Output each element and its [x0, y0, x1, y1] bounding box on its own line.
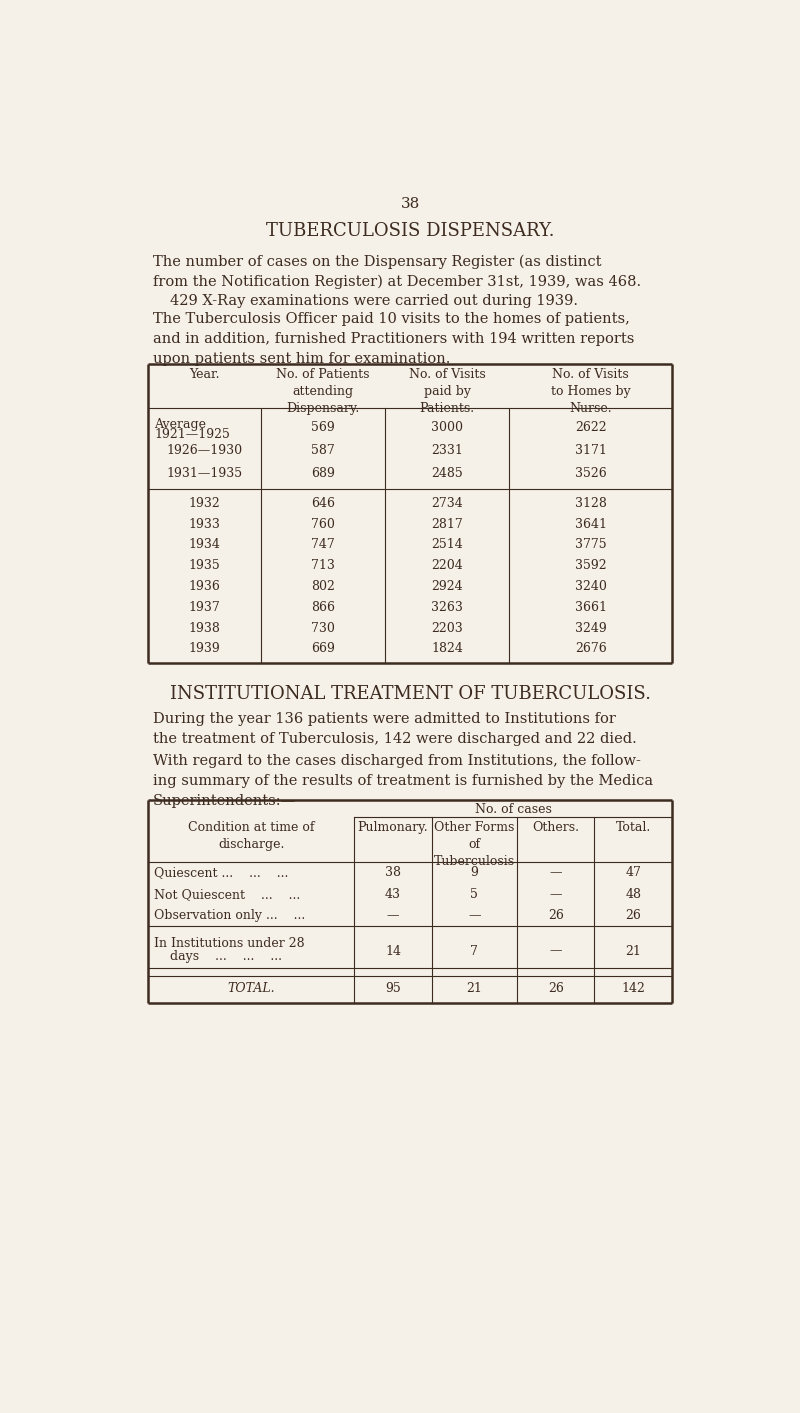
- Text: 646: 646: [311, 497, 335, 510]
- Text: 689: 689: [311, 468, 335, 480]
- Text: 3641: 3641: [574, 517, 606, 531]
- Text: 2204: 2204: [431, 560, 463, 572]
- Text: 1933: 1933: [189, 517, 221, 531]
- Text: 587: 587: [311, 444, 335, 458]
- Text: 2676: 2676: [574, 643, 606, 656]
- Text: —: —: [468, 909, 481, 923]
- Text: No. of cases: No. of cases: [474, 803, 551, 817]
- Text: 43: 43: [385, 887, 401, 900]
- Text: No. of Patients
attending
Dispensary.: No. of Patients attending Dispensary.: [277, 369, 370, 415]
- Text: 1931—1935: 1931—1935: [166, 468, 242, 480]
- Text: Observation only ...    ...: Observation only ... ...: [154, 909, 306, 923]
- Text: Total.: Total.: [615, 821, 651, 834]
- Text: 2734: 2734: [431, 497, 463, 510]
- Text: 2817: 2817: [431, 517, 463, 531]
- Text: 142: 142: [622, 982, 645, 995]
- Text: 3249: 3249: [574, 622, 606, 634]
- Text: 2203: 2203: [431, 622, 463, 634]
- Text: —: —: [550, 866, 562, 879]
- Text: Other Forms
of
Tuberculosis: Other Forms of Tuberculosis: [434, 821, 515, 868]
- Text: Condition at time of
discharge.: Condition at time of discharge.: [188, 821, 314, 851]
- Text: 760: 760: [311, 517, 335, 531]
- Text: —: —: [550, 887, 562, 900]
- Text: 26: 26: [548, 909, 564, 923]
- Text: 47: 47: [626, 866, 641, 879]
- Text: days    ...    ...    ...: days ... ... ...: [170, 950, 282, 962]
- Text: In Institutions under 28: In Institutions under 28: [154, 937, 305, 951]
- Text: 26: 26: [548, 982, 564, 995]
- Text: 3000: 3000: [431, 421, 463, 434]
- Text: 14: 14: [385, 945, 401, 958]
- Text: 2485: 2485: [431, 468, 463, 480]
- Text: 3526: 3526: [574, 468, 606, 480]
- Text: 95: 95: [385, 982, 401, 995]
- Text: Not Quiescent    ...    ...: Not Quiescent ... ...: [154, 887, 301, 900]
- Text: 3661: 3661: [574, 601, 606, 613]
- Text: 713: 713: [311, 560, 335, 572]
- Text: With regard to the cases discharged from Institutions, the follow-
ing summary o: With regard to the cases discharged from…: [153, 755, 653, 808]
- Text: 3171: 3171: [574, 444, 606, 458]
- Text: 1926—1930: 1926—1930: [166, 444, 242, 458]
- Text: Year.: Year.: [190, 369, 220, 382]
- Text: 3592: 3592: [574, 560, 606, 572]
- Text: 569: 569: [311, 421, 335, 434]
- Text: 1824: 1824: [431, 643, 463, 656]
- Text: INSTITUTIONAL TREATMENT OF TUBERCULOSIS.: INSTITUTIONAL TREATMENT OF TUBERCULOSIS.: [170, 685, 650, 702]
- Text: 1921—1925: 1921—1925: [154, 428, 230, 441]
- Text: 1934: 1934: [189, 538, 221, 551]
- Text: Others.: Others.: [532, 821, 579, 834]
- Text: 747: 747: [311, 538, 335, 551]
- Text: 1935: 1935: [189, 560, 221, 572]
- Text: 9: 9: [470, 866, 478, 879]
- Text: 3128: 3128: [574, 497, 606, 510]
- Text: 1937: 1937: [189, 601, 221, 613]
- Text: 3263: 3263: [431, 601, 463, 613]
- Text: 1936: 1936: [189, 579, 221, 593]
- Text: 3240: 3240: [574, 579, 606, 593]
- Text: 730: 730: [311, 622, 335, 634]
- Text: The Tuberculosis Officer paid 10 visits to the homes of patients,
and in additio: The Tuberculosis Officer paid 10 visits …: [153, 312, 634, 366]
- Text: No. of Visits
paid by
Patients.: No. of Visits paid by Patients.: [409, 369, 486, 415]
- Text: 1932: 1932: [189, 497, 221, 510]
- Text: 21: 21: [466, 982, 482, 995]
- Text: During the year 136 patients were admitted to Institutions for
the treatment of : During the year 136 patients were admitt…: [153, 712, 637, 746]
- Text: —: —: [550, 945, 562, 958]
- Text: 866: 866: [311, 601, 335, 613]
- Text: 669: 669: [311, 643, 335, 656]
- Text: The number of cases on the Dispensary Register (as distinct
from the Notificatio: The number of cases on the Dispensary Re…: [153, 254, 641, 290]
- Text: 7: 7: [470, 945, 478, 958]
- Text: 26: 26: [626, 909, 641, 923]
- Text: TOTAL.: TOTAL.: [227, 982, 275, 995]
- Text: 48: 48: [626, 887, 642, 900]
- Text: 2331: 2331: [431, 444, 463, 458]
- Text: 2514: 2514: [431, 538, 463, 551]
- Text: TUBERCULOSIS DISPENSARY.: TUBERCULOSIS DISPENSARY.: [266, 222, 554, 240]
- Text: 38: 38: [385, 866, 401, 879]
- Text: Quiescent ...    ...    ...: Quiescent ... ... ...: [154, 866, 289, 879]
- Text: 802: 802: [311, 579, 335, 593]
- Text: No. of Visits
to Homes by
Nurse.: No. of Visits to Homes by Nurse.: [550, 369, 630, 415]
- Text: 2924: 2924: [431, 579, 463, 593]
- Text: —: —: [386, 909, 399, 923]
- Text: 429 X-Ray examinations were carried out during 1939.: 429 X-Ray examinations were carried out …: [170, 294, 578, 308]
- Text: 21: 21: [626, 945, 641, 958]
- Text: Average: Average: [154, 418, 206, 431]
- Text: 2622: 2622: [574, 421, 606, 434]
- Text: 38: 38: [400, 196, 420, 211]
- Text: 1939: 1939: [189, 643, 221, 656]
- Text: 1938: 1938: [189, 622, 221, 634]
- Text: Pulmonary.: Pulmonary.: [358, 821, 428, 834]
- Text: 3775: 3775: [574, 538, 606, 551]
- Text: 5: 5: [470, 887, 478, 900]
